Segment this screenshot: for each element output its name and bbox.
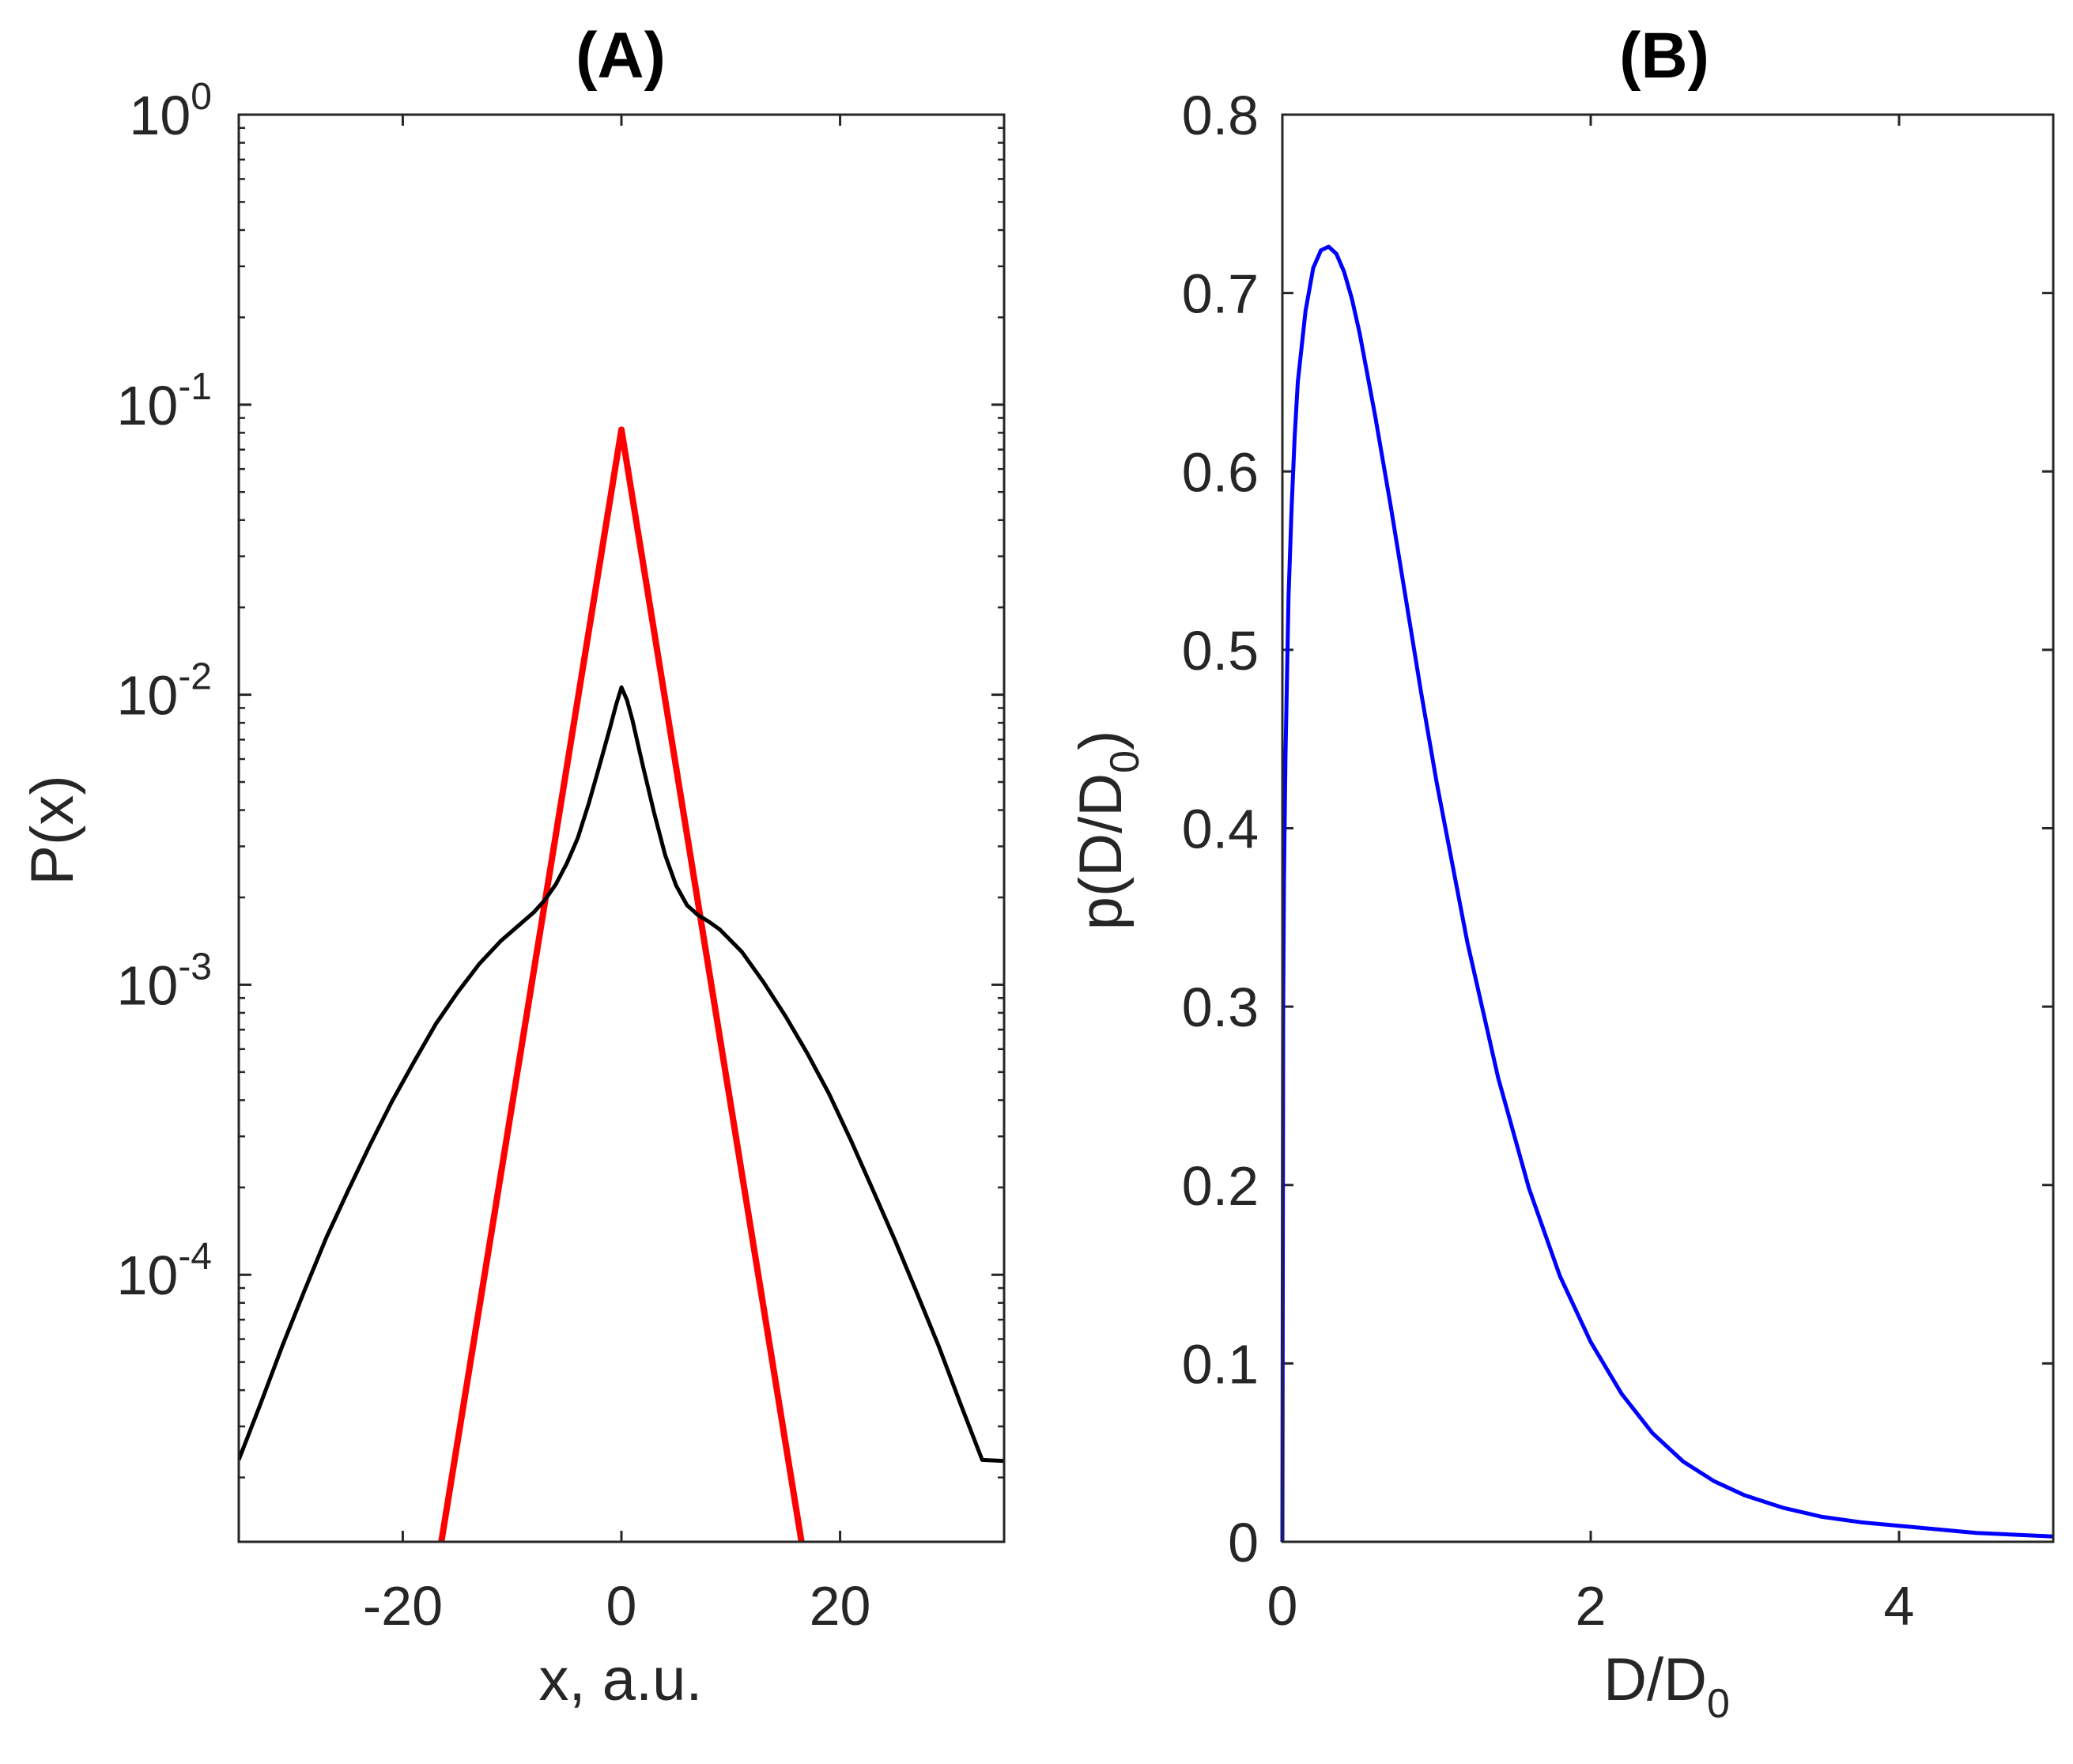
panel-a-axes-box [237,113,1006,1543]
panel-b-y-tick-label: 0.5 [1182,620,1259,682]
panel-a-series-black [239,685,1004,1464]
panel-a-y-tick-label: 10-3 [116,946,212,1016]
panel-b-y-tick-label: 0.1 [1182,1333,1259,1395]
panel-a-y-tick-label: 10-2 [116,656,212,727]
panel-b-x-axis-label-main: D/D [1603,1646,1707,1713]
panel-b-y-tick-label: 0.8 [1182,85,1259,146]
panel-a-tick-labels: -20 0 20 100 10-1 10-2 10-3 10-4 [116,76,870,1637]
panel-b-x-tick-label: 2 [1576,1575,1607,1637]
panel-b-y-tick-label: 0.4 [1182,799,1259,860]
panel-b-y-tick-label: 0.7 [1182,263,1259,325]
panel-b-tick-labels: 0 2 4 0 0.1 0.2 0.3 0.4 0.5 0.6 0.7 0.8 [1182,85,1915,1637]
panel-b-x-axis-label: D/D0 [1603,1646,1730,1727]
panel-b-axes-box [1281,113,2055,1543]
panel-a-series-red [438,426,805,1542]
panel-b-y-tick-label: 0.6 [1182,441,1259,503]
panel-b-series-blue [1280,244,2054,1543]
panel-b-x-tick-label: 0 [1267,1575,1298,1637]
panel-b-y-tick-label: 0 [1228,1512,1259,1573]
panel-b-title: (B) [1619,20,1709,92]
panel-b: (B) 0 2 400.10.20.30.40.50.60.70.8 D/D0 p(… [1067,20,2055,1727]
panel-a-y-axis-label: P(x) [19,775,86,885]
panel-b-y-tick-label: 0.2 [1182,1155,1259,1217]
panel-b-x-axis-label-sub: 0 [1707,1681,1730,1727]
panel-b-y-axis-label: p(D/D0) [1067,731,1148,931]
panel-b-x-tick-label: 4 [1884,1575,1915,1637]
panel-b-y-axis-label-close: ) [1067,731,1135,750]
panel-a-x-axis-label: x, a.u. [539,1646,703,1713]
panel-a-x-tick-label: 20 [810,1575,871,1637]
panel-b-series [1280,244,2054,1543]
panel-a-title: (A) [576,20,666,92]
panel-a-y-tick-label: 100 [129,76,212,146]
panel-b-y-axis-label-sub: 0 [1102,750,1148,773]
panel-a-x-tick-label: 0 [606,1575,637,1637]
panel-b-y-tick-label: 0.3 [1182,976,1259,1038]
panel-a-y-tick-label: 10-1 [116,366,212,436]
panel-a-x-tick-label: -20 [363,1575,443,1637]
panel-a: (A) -20 0 20 100 10-1 10-2 10-3 10-4 x, a.u. P(… [19,20,1006,1713]
panel-a-series [239,426,1004,1542]
panel-a-y-tick-label: 10-4 [116,1236,212,1306]
panel-b-y-axis-label-main: p(D/D [1067,773,1135,930]
